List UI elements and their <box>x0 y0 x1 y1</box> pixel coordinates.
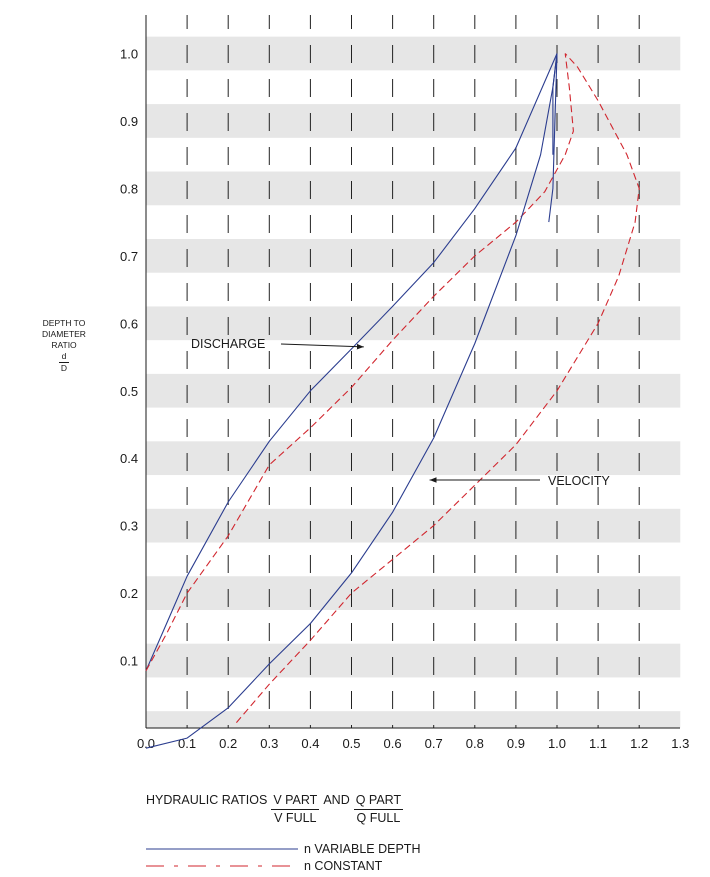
x-tick-label: 0.7 <box>425 736 443 751</box>
x-axis-label: HYDRAULIC RATIOS V PART V FULL AND Q PAR… <box>146 792 407 827</box>
legend-item-constant: n CONSTANT <box>146 857 420 874</box>
y-label-line-2: DIAMETER <box>42 329 86 339</box>
y-axis-label: DEPTH TO DIAMETER RATIO d D <box>24 318 104 374</box>
legend: n VARIABLE DEPTH n CONSTANT <box>146 840 420 874</box>
series-line-discharge-n-constant <box>145 53 574 671</box>
background-bands <box>146 36 681 728</box>
y-tick-label: 1.0 <box>120 47 138 62</box>
y-label-denominator: D <box>60 363 68 373</box>
x-tick-label: 1.3 <box>671 736 689 751</box>
y-tick-label: 0.2 <box>120 586 138 601</box>
annotation-velocity: VELOCITY <box>548 474 610 488</box>
footer-frac2-num: Q PART <box>353 792 404 810</box>
annotation-discharge: DISCHARGE <box>191 337 265 351</box>
x-tick-label: 0.6 <box>384 736 402 751</box>
legend-item-variable: n VARIABLE DEPTH <box>146 840 420 857</box>
footer-fraction-velocity: V PART V FULL <box>271 792 320 827</box>
x-tick-label: 0.3 <box>260 736 278 751</box>
band <box>146 306 681 341</box>
footer-and: AND <box>323 793 350 807</box>
y-tick-label: 0.4 <box>120 451 138 466</box>
y-tick-label: 0.7 <box>120 249 138 264</box>
band <box>146 643 681 678</box>
y-tick-label: 0.6 <box>120 316 138 331</box>
footer-prefix: HYDRAULIC RATIOS <box>146 793 268 807</box>
y-label-line-3: RATIO <box>51 340 77 350</box>
band <box>146 171 681 206</box>
legend-label-variable: n VARIABLE DEPTH <box>304 841 421 856</box>
x-tick-label: 0.9 <box>507 736 525 751</box>
axes <box>145 15 680 729</box>
series-line-velocity-n-variable-depth <box>145 53 558 749</box>
band <box>146 508 681 543</box>
x-tick-label: 0.2 <box>219 736 237 751</box>
x-tick-label: 1.2 <box>630 736 648 751</box>
annotation-arrow-discharge <box>280 343 364 350</box>
footer-frac2-den: Q FULL <box>356 811 401 825</box>
legend-swatch-dashed <box>146 865 298 866</box>
footer-fraction-discharge: Q PART Q FULL <box>353 792 404 827</box>
y-tick-label: 0.9 <box>120 114 138 129</box>
x-tick-labels: 0.0 0.1 0.2 0.3 0.4 0.5 0.6 0.7 0.8 0.9 1.0 1.1 1.2 1… <box>137 736 689 751</box>
band <box>146 441 681 476</box>
x-tick-label: 0.4 <box>301 736 319 751</box>
y-tick-label: 0.1 <box>120 654 138 669</box>
series-line-discharge-end-segment <box>552 53 558 155</box>
y-tick-labels: 0.1 0.2 0.3 0.4 0.5 0.6 0.7 0.8 0.9 1.0 <box>120 47 138 669</box>
x-tick-label: 1.0 <box>548 736 566 751</box>
series-line-velocity-tail-segment <box>548 53 558 223</box>
y-tick-label: 0.8 <box>120 181 138 196</box>
x-tick-label: 0.0 <box>137 736 155 751</box>
band <box>146 104 681 138</box>
band <box>146 711 681 728</box>
band <box>146 238 681 273</box>
series-lines <box>145 53 640 749</box>
series-line-velocity-n-constant <box>235 53 640 723</box>
footer-frac1-den: V FULL <box>274 811 317 825</box>
y-label-fraction: d D <box>58 351 70 374</box>
x-tick-label: 1.1 <box>589 736 607 751</box>
band <box>146 373 681 408</box>
band <box>146 36 681 71</box>
legend-label-constant: n CONSTANT <box>304 858 383 873</box>
band <box>146 576 681 610</box>
annotations: DISCHARGE VELOCITY <box>191 337 610 488</box>
footer-frac1-num: V PART <box>271 792 320 810</box>
y-tick-label: 0.5 <box>120 384 138 399</box>
legend-swatch-solid <box>146 848 298 849</box>
x-tick-label: 0.5 <box>342 736 360 751</box>
y-label-line-1: DEPTH TO <box>42 318 86 328</box>
y-tick-label: 0.3 <box>120 519 138 534</box>
y-label-numerator: d <box>58 351 70 363</box>
series-line-discharge-n-variable-depth <box>145 53 558 671</box>
x-tick-label: 0.8 <box>466 736 484 751</box>
